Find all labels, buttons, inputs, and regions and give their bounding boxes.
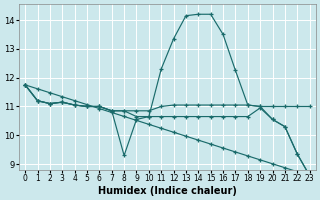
X-axis label: Humidex (Indice chaleur): Humidex (Indice chaleur) [98,186,237,196]
